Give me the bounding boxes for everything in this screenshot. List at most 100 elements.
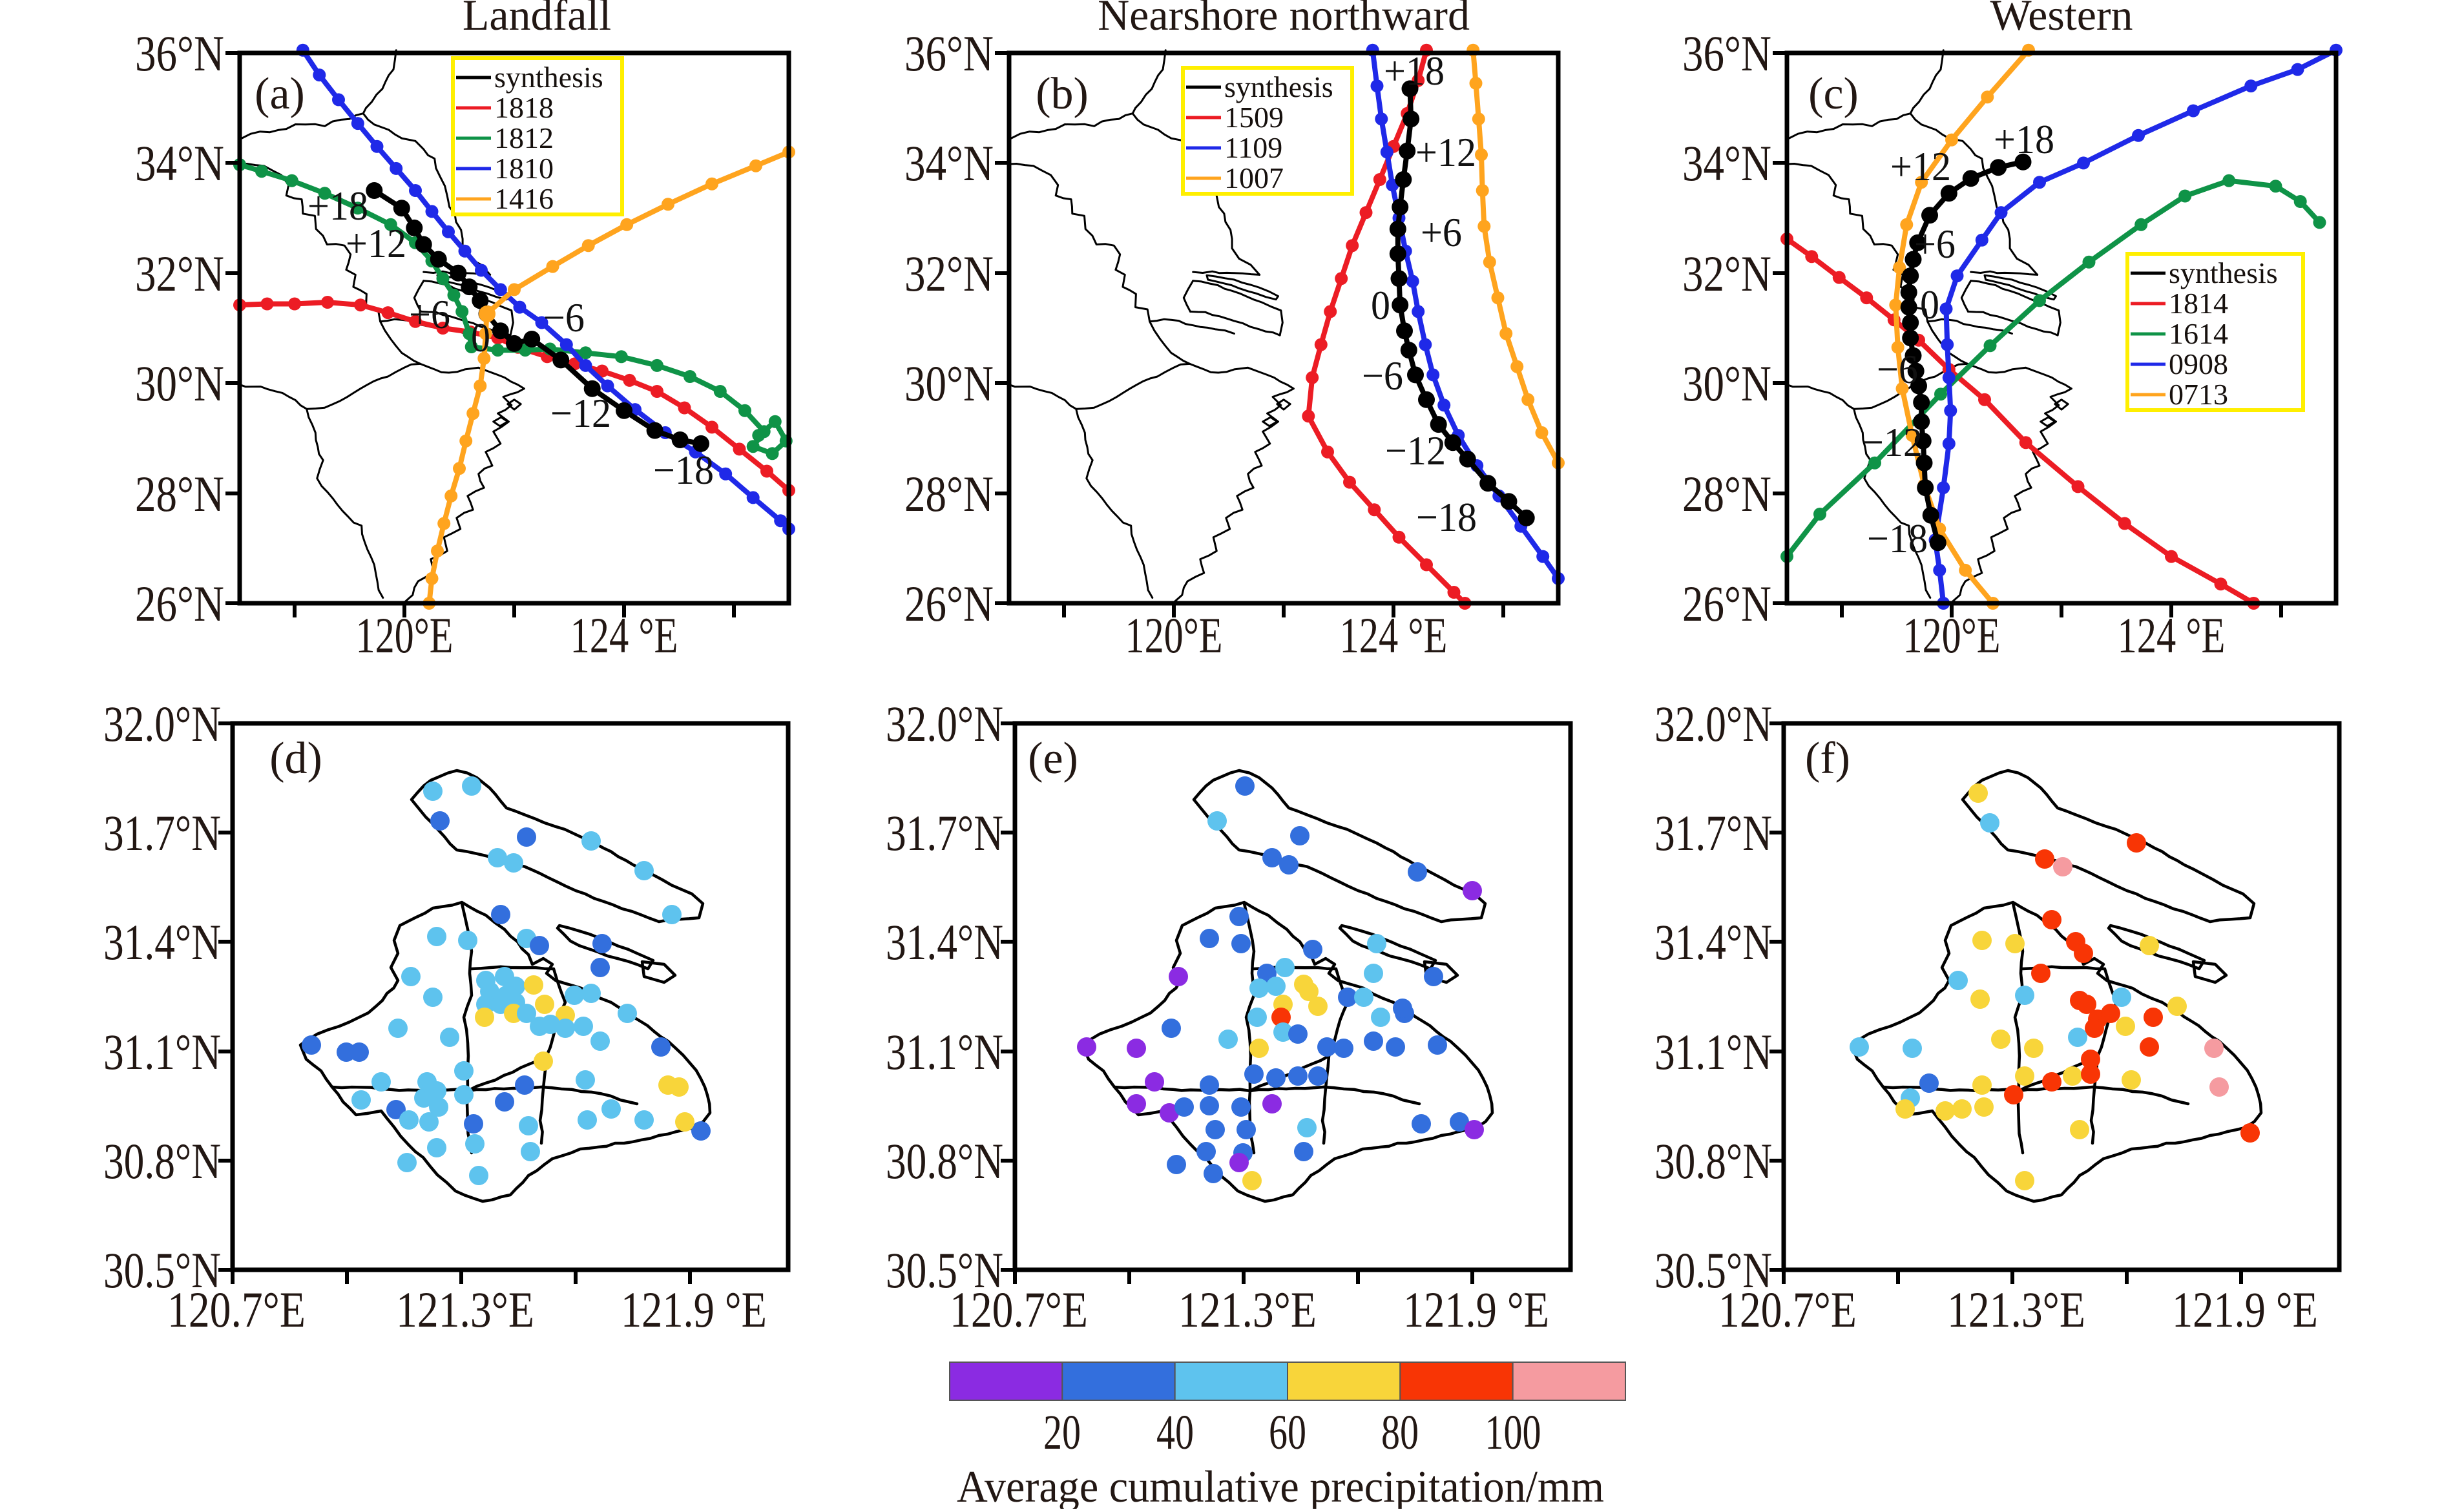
svg-text:30.8°N: 30.8°N — [1654, 1133, 1772, 1189]
svg-text:121.3°E: 121.3°E — [1178, 1281, 1317, 1338]
svg-text:−6: −6 — [1877, 346, 1918, 392]
svg-text:1814: 1814 — [2169, 287, 2228, 320]
svg-text:(f): (f) — [1805, 734, 1850, 783]
svg-text:synthesis: synthesis — [494, 61, 603, 94]
svg-text:121.9 °E: 121.9 °E — [1403, 1281, 1549, 1338]
svg-text:124 °E: 124 °E — [570, 607, 678, 663]
svg-text:(a): (a) — [255, 69, 305, 119]
svg-text:31.7°N: 31.7°N — [886, 805, 1003, 861]
svg-text:+12: +12 — [346, 220, 406, 266]
svg-text:Western: Western — [1990, 0, 2133, 39]
svg-text:34°N: 34°N — [904, 135, 994, 191]
svg-text:−12: −12 — [550, 390, 611, 436]
svg-text:32.0°N: 32.0°N — [103, 696, 221, 752]
svg-text:31.1°N: 31.1°N — [886, 1024, 1003, 1080]
svg-text:+12: +12 — [1890, 143, 1951, 189]
svg-text:−12: −12 — [1862, 419, 1923, 465]
svg-text:121.3°E: 121.3°E — [1947, 1281, 2085, 1338]
svg-text:(c): (c) — [1808, 69, 1859, 119]
svg-text:0: 0 — [1920, 282, 1939, 327]
svg-text:(b): (b) — [1036, 69, 1089, 119]
svg-text:26°N: 26°N — [135, 575, 224, 632]
svg-text:100: 100 — [1485, 1405, 1541, 1460]
svg-text:34°N: 34°N — [135, 135, 224, 191]
svg-text:0: 0 — [1371, 282, 1390, 328]
svg-text:−6: −6 — [543, 295, 585, 340]
svg-text:31.4°N: 31.4°N — [886, 914, 1003, 970]
svg-text:+6: +6 — [1421, 209, 1462, 255]
svg-text:36°N: 36°N — [135, 25, 224, 81]
svg-text:40: 40 — [1156, 1405, 1194, 1460]
svg-text:1810: 1810 — [494, 152, 554, 185]
svg-text:synthesis: synthesis — [1224, 70, 1333, 103]
svg-text:1007: 1007 — [1224, 161, 1284, 194]
svg-text:+18: +18 — [1384, 48, 1445, 94]
svg-text:−18: −18 — [1416, 494, 1477, 540]
svg-text:31.4°N: 31.4°N — [103, 914, 221, 970]
svg-text:120°E: 120°E — [356, 607, 454, 663]
svg-text:30.5°N: 30.5°N — [886, 1242, 1003, 1298]
svg-text:124 °E: 124 °E — [1340, 607, 1448, 663]
svg-text:28°N: 28°N — [904, 466, 994, 522]
svg-text:31.1°N: 31.1°N — [103, 1024, 221, 1080]
svg-text:80: 80 — [1381, 1405, 1419, 1460]
svg-text:20: 20 — [1043, 1405, 1081, 1460]
svg-text:1614: 1614 — [2169, 317, 2228, 350]
svg-text:0908: 0908 — [2169, 347, 2228, 380]
svg-text:32.0°N: 32.0°N — [1654, 696, 1772, 752]
svg-text:36°N: 36°N — [1682, 25, 1771, 81]
svg-text:34°N: 34°N — [1682, 135, 1771, 191]
svg-text:−6: −6 — [1362, 353, 1403, 399]
svg-text:1509: 1509 — [1224, 101, 1284, 134]
svg-text:1818: 1818 — [494, 91, 554, 124]
svg-text:121.9 °E: 121.9 °E — [2172, 1281, 2318, 1338]
svg-text:1109: 1109 — [1224, 131, 1282, 164]
svg-text:+12: +12 — [1415, 129, 1476, 175]
svg-text:(e): (e) — [1028, 734, 1078, 783]
svg-text:124 °E: 124 °E — [2118, 607, 2226, 663]
svg-text:1416: 1416 — [494, 182, 554, 215]
svg-text:30°N: 30°N — [135, 355, 224, 411]
svg-text:28°N: 28°N — [135, 466, 224, 522]
svg-text:0713: 0713 — [2169, 378, 2228, 411]
svg-text:−18: −18 — [653, 447, 714, 493]
svg-text:60: 60 — [1269, 1405, 1306, 1460]
svg-text:30.5°N: 30.5°N — [1654, 1242, 1772, 1298]
svg-text:120°E: 120°E — [1125, 607, 1223, 663]
svg-text:30°N: 30°N — [904, 355, 994, 411]
svg-text:+6: +6 — [409, 291, 450, 337]
svg-text:120.7°E: 120.7°E — [1718, 1281, 1857, 1338]
svg-text:Average cumulative precipitati: Average cumulative precipitation/mm — [957, 1462, 1604, 1509]
svg-text:36°N: 36°N — [904, 25, 994, 81]
svg-text:121.9 °E: 121.9 °E — [621, 1281, 767, 1338]
svg-text:+6: +6 — [1914, 221, 1956, 267]
svg-text:30.5°N: 30.5°N — [103, 1242, 221, 1298]
svg-text:26°N: 26°N — [904, 575, 994, 632]
svg-text:31.1°N: 31.1°N — [1654, 1024, 1772, 1080]
svg-text:30.8°N: 30.8°N — [103, 1133, 221, 1189]
svg-text:30°N: 30°N — [1682, 355, 1771, 411]
svg-text:26°N: 26°N — [1682, 575, 1771, 632]
svg-text:−18: −18 — [1867, 515, 1928, 561]
svg-text:120°E: 120°E — [1903, 607, 2001, 663]
svg-text:121.3°E: 121.3°E — [396, 1281, 534, 1338]
svg-text:32°N: 32°N — [135, 245, 224, 302]
svg-text:Nearshore northward: Nearshore northward — [1098, 0, 1470, 39]
svg-text:28°N: 28°N — [1682, 466, 1771, 522]
svg-text:31.7°N: 31.7°N — [103, 805, 221, 861]
svg-text:31.7°N: 31.7°N — [1654, 805, 1772, 861]
svg-text:Landfall: Landfall — [463, 0, 611, 39]
svg-text:(d): (d) — [269, 734, 322, 783]
svg-text:0: 0 — [471, 315, 490, 360]
svg-text:synthesis: synthesis — [2169, 256, 2278, 289]
svg-text:120.7°E: 120.7°E — [950, 1281, 1088, 1338]
svg-text:120.7°E: 120.7°E — [167, 1281, 306, 1338]
svg-text:32°N: 32°N — [904, 245, 994, 302]
svg-text:30.8°N: 30.8°N — [886, 1133, 1003, 1189]
svg-text:32°N: 32°N — [1682, 245, 1771, 302]
svg-text:31.4°N: 31.4°N — [1654, 914, 1772, 970]
svg-text:1812: 1812 — [494, 121, 554, 154]
svg-text:−12: −12 — [1385, 428, 1446, 473]
svg-text:+18: +18 — [308, 183, 368, 229]
svg-text:+18: +18 — [1994, 116, 2054, 162]
